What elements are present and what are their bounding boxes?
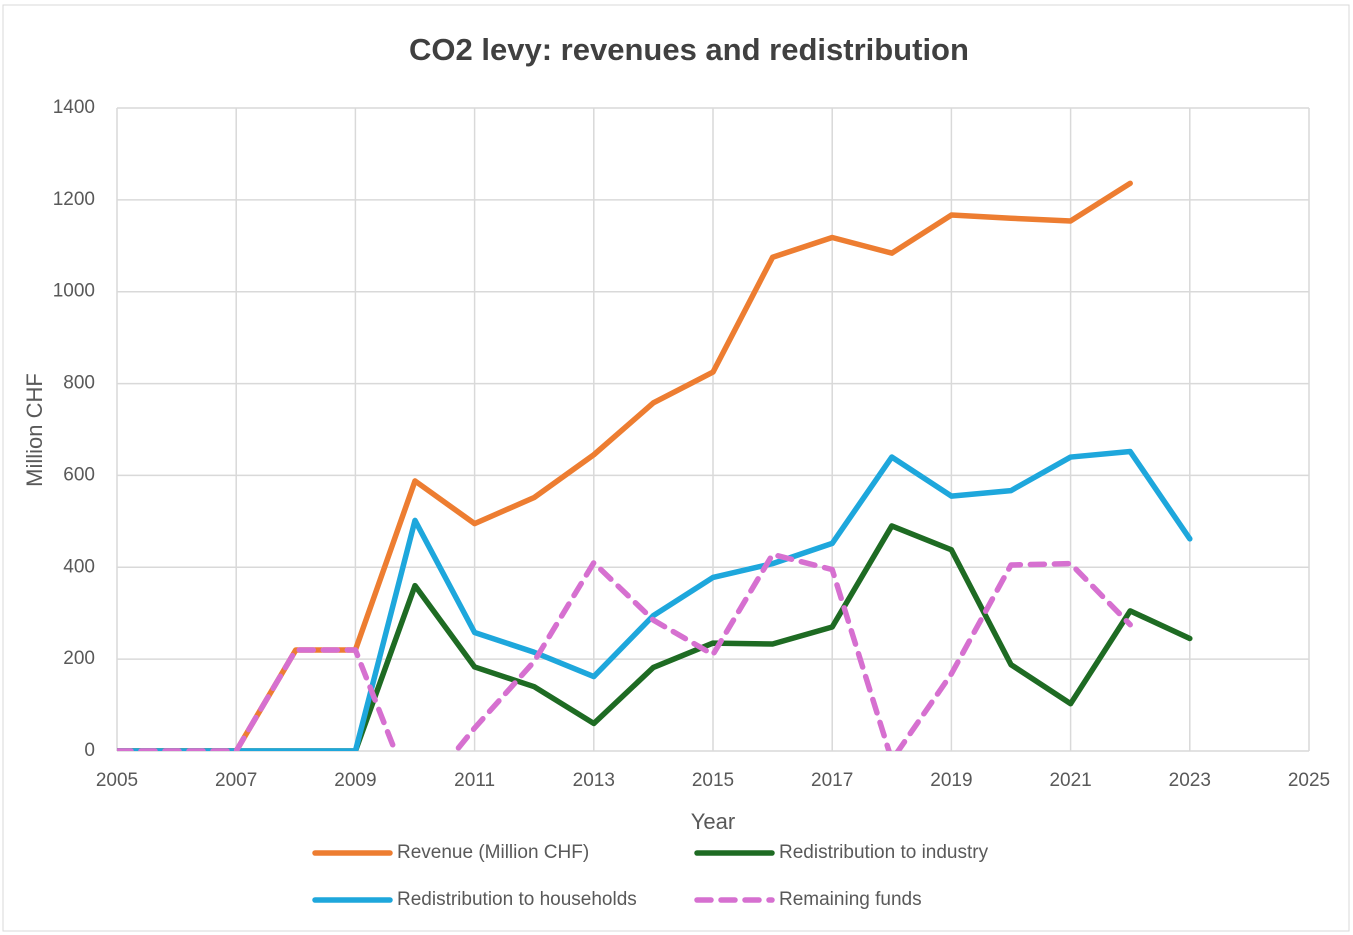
y-tick-label: 1400 xyxy=(53,97,95,118)
x-tick-label: 2007 xyxy=(215,770,257,791)
plot-area xyxy=(117,180,1193,751)
y-tick-label: 600 xyxy=(63,464,95,485)
x-tick-label: 2013 xyxy=(573,770,615,791)
series-line xyxy=(117,523,1193,751)
x-tick-label: 2021 xyxy=(1049,770,1091,791)
y-tick-label: 1000 xyxy=(53,281,95,302)
legend: Revenue (Million CHF) Redistribution to i… xyxy=(312,842,989,910)
y-tick-label: 400 xyxy=(63,556,95,577)
x-tick-label: 2009 xyxy=(334,770,376,791)
y-tick-label: 200 xyxy=(63,648,95,669)
y-tick-label: 800 xyxy=(63,373,95,394)
x-tick-label: 2019 xyxy=(930,770,972,791)
legend-label: Redistribution to households xyxy=(397,889,637,910)
chart-title: CO2 levy: revenues and redistribution xyxy=(409,32,969,67)
x-tick-label: 2023 xyxy=(1169,770,1211,791)
y-axis-title: Million CHF xyxy=(22,373,47,487)
legend-label: Redistribution to industry xyxy=(779,842,989,863)
x-tick-label: 2015 xyxy=(692,770,734,791)
y-tick-label: 1200 xyxy=(53,189,95,210)
series-line xyxy=(117,448,1193,751)
x-tick-label: 2017 xyxy=(811,770,853,791)
chart-frame xyxy=(2,4,1350,932)
x-tick-label: 2005 xyxy=(96,770,138,791)
x-tick-label: 2011 xyxy=(454,770,495,791)
x-tick-label: 2025 xyxy=(1288,770,1330,791)
legend-label: Revenue (Million CHF) xyxy=(397,842,589,863)
series-line xyxy=(117,551,1133,751)
y-tick-label: 0 xyxy=(84,740,95,761)
legend-label: Remaining funds xyxy=(779,889,922,910)
x-axis-title: Year xyxy=(691,809,735,834)
